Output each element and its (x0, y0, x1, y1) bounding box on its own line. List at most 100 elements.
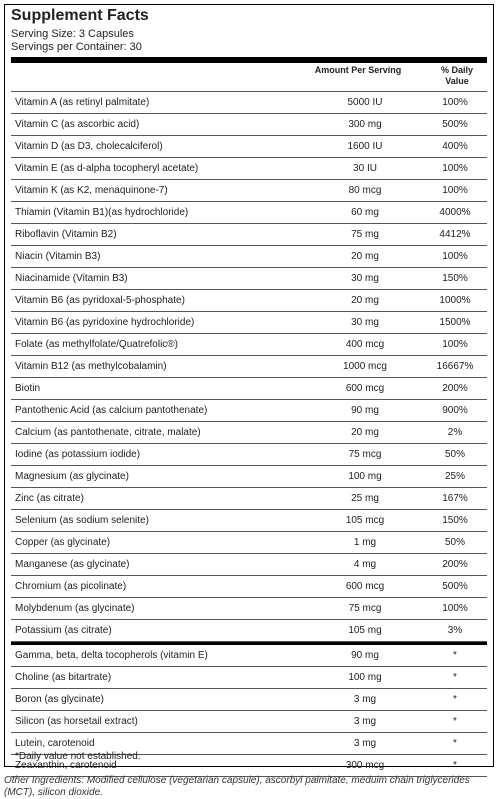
table-row: Niacinamide (Vitamin B3) 30 mg 150% (11, 268, 487, 290)
nutrient-name: Niacinamide (Vitamin B3) (15, 273, 128, 284)
nutrient-daily-value: 100% (442, 251, 468, 262)
nutrient-daily-value: 500% (442, 581, 468, 592)
footnote: *Daily value not established. (15, 751, 141, 762)
thick-divider (11, 57, 487, 63)
nutrient-daily-value: 25% (444, 471, 465, 482)
nutrient-table: Vitamin A (as retinyl palmitate) 5000 IU 1… (11, 91, 487, 777)
nutrient-name: Pantothenic Acid (as calcium pantothenat… (15, 405, 208, 416)
nutrient-daily-value: 1000% (439, 295, 471, 306)
nutrient-amount: 3 mg (353, 738, 377, 749)
nutrient-daily-value: 150% (442, 515, 468, 526)
table-row: Vitamin D (as D3, cholecalciferol) 1600 I… (11, 136, 487, 158)
nutrient-amount: 1600 IU (347, 141, 383, 152)
nutrient-daily-value: 150% (442, 273, 468, 284)
table-row: Vitamin K (as K2, menaquinone-7) 80 mcg 10… (11, 180, 487, 202)
table-row: Calcium (as pantothenate, citrate, malat… (11, 422, 487, 444)
header-dv-line1: % Daily (440, 65, 473, 75)
nutrient-name: Copper (as glycinate) (15, 537, 111, 548)
table-row: Biotin 600 mcg 200% (11, 378, 487, 400)
table-row: Vitamin E (as d-alpha tocopheryl acetate… (11, 158, 487, 180)
nutrient-daily-value: 100% (442, 163, 468, 174)
table-row: Vitamin C (as ascorbic acid) 300 mg 500% (11, 114, 487, 136)
table-row: Boron (as glycinate) 3 mg * (11, 689, 487, 711)
table-row: Vitamin B6 (as pyridoxine hydrochloride)… (11, 312, 487, 334)
table-row: Zeaxanthin, carotenoid 300 mcg * (11, 755, 487, 777)
nutrient-daily-value: 4412% (439, 229, 471, 240)
header-daily-value: % Daily Value (425, 65, 489, 87)
table-row: Silicon (as horsetail extract) 3 mg * (11, 711, 487, 733)
nutrient-amount: 25 mg (351, 493, 379, 504)
nutrient-name: Iodine (as potassium iodide) (15, 449, 141, 460)
nutrient-name: Manganese (as glycinate) (15, 559, 130, 570)
nutrient-name: Molybdenum (as glycinate) (15, 603, 135, 614)
nutrient-amount: 75 mcg (348, 603, 382, 614)
nutrient-amount: 90 mg (351, 405, 379, 416)
nutrient-amount: 5000 IU (347, 97, 383, 108)
nutrient-daily-value: 100% (442, 603, 468, 614)
nutrient-amount: 20 mg (351, 295, 379, 306)
nutrient-daily-value: 400% (442, 141, 468, 152)
nutrient-name: Folate (as methylfolate/Quatrefolic®) (15, 339, 178, 350)
nutrient-amount: 30 mg (351, 273, 379, 284)
table-row: Selenium (as sodium selenite) 105 mcg 150% (11, 510, 487, 532)
panel-title: Supplement Facts (11, 7, 149, 24)
supplement-facts-panel: Supplement Facts Serving Size: 3 Capsule… (4, 4, 494, 777)
nutrient-daily-value: * (453, 672, 457, 683)
nutrient-daily-value: 100% (442, 97, 468, 108)
nutrient-name: Vitamin D (as D3, cholecalciferol) (15, 141, 163, 152)
nutrient-amount: 75 mg (351, 229, 379, 240)
table-row: Potassium (as citrate) 105 mg 3% (11, 620, 487, 642)
table-row: Vitamin B12 (as methylcobalamin) 1000 mcg… (11, 356, 487, 378)
nutrient-daily-value: 200% (442, 383, 468, 394)
nutrient-amount: 80 mcg (348, 185, 382, 196)
nutrient-amount: 20 mg (351, 251, 379, 262)
table-row: Niacin (Vitamin B3) 20 mg 100% (11, 246, 487, 268)
nutrient-amount: 300 mcg (345, 760, 385, 771)
nutrient-amount: 90 mg (351, 650, 379, 661)
nutrient-name: Selenium (as sodium selenite) (15, 515, 149, 526)
nutrient-name: Calcium (as pantothenate, citrate, malat… (15, 427, 201, 438)
nutrient-amount: 30 mg (351, 317, 379, 328)
nutrient-amount: 4 mg (353, 559, 377, 570)
nutrient-daily-value: 1500% (439, 317, 471, 328)
nutrient-daily-value: 100% (442, 339, 468, 350)
table-row: Iodine (as potassium iodide) 75 mcg 50% (11, 444, 487, 466)
nutrient-daily-value: * (453, 650, 457, 661)
nutrient-amount: 300 mg (348, 119, 382, 130)
nutrient-daily-value: 2% (447, 427, 463, 438)
nutrient-name: Zinc (as citrate) (15, 493, 84, 504)
nutrient-amount: 75 mcg (348, 449, 382, 460)
table-row: Manganese (as glycinate) 4 mg 200% (11, 554, 487, 576)
table-row: Molybdenum (as glycinate) 75 mcg 100% (11, 598, 487, 620)
table-row: Magnesium (as glycinate) 100 mg 25% (11, 466, 487, 488)
header-dv-line2: Value (445, 76, 469, 86)
nutrient-amount: 100 mg (348, 672, 382, 683)
nutrient-name: Choline (as bitartrate) (15, 672, 112, 683)
nutrient-daily-value: 3% (447, 625, 463, 636)
nutrient-daily-value: 16667% (436, 361, 474, 372)
nutrient-daily-value: 100% (442, 185, 468, 196)
table-row: Folate (as methylfolate/Quatrefolic®) 400… (11, 334, 487, 356)
nutrient-daily-value: 200% (442, 559, 468, 570)
nutrient-name: Vitamin C (as ascorbic acid) (15, 119, 140, 130)
nutrient-daily-value: 4000% (439, 207, 471, 218)
table-row: Lutein, carotenoid 3 mg * (11, 733, 487, 755)
table-row: Vitamin B6 (as pyridoxal-5-phosphate) 20 … (11, 290, 487, 312)
table-row: Thiamin (Vitamin B1)(as hydrochloride) 60… (11, 202, 487, 224)
nutrient-name: Chromium (as picolinate) (15, 581, 127, 592)
nutrient-amount: 105 mg (348, 625, 382, 636)
nutrient-name: Vitamin B6 (as pyridoxal-5-phosphate) (15, 295, 185, 306)
nutrient-name: Magnesium (as glycinate) (15, 471, 129, 482)
nutrient-name: Niacin (Vitamin B3) (15, 251, 101, 262)
nutrient-name: Biotin (15, 383, 41, 394)
nutrient-amount: 105 mcg (345, 515, 385, 526)
nutrient-daily-value: * (453, 760, 457, 771)
nutrient-daily-value: 900% (442, 405, 468, 416)
nutrient-amount: 60 mg (351, 207, 379, 218)
nutrient-amount: 3 mg (353, 694, 377, 705)
nutrient-daily-value: 500% (442, 119, 468, 130)
nutrient-daily-value: * (453, 694, 457, 705)
nutrient-name: Vitamin E (as d-alpha tocopheryl acetate… (15, 163, 199, 174)
nutrient-name: Zeaxanthin, carotenoid (15, 760, 117, 771)
nutrient-name: Boron (as glycinate) (15, 694, 104, 705)
